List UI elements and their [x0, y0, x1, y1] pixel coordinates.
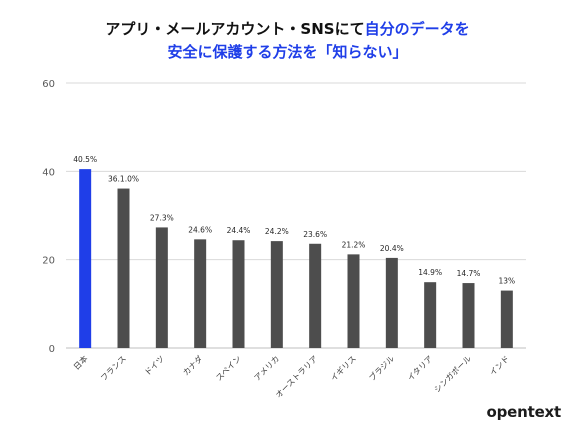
data-label: 14.7%	[457, 269, 481, 278]
x-tick-label: シンガポール	[432, 353, 473, 394]
y-tick-label: 40	[42, 167, 55, 178]
x-tick-label: アメリカ	[253, 354, 282, 383]
data-label: 24.6%	[188, 225, 212, 234]
bar	[117, 188, 130, 348]
x-tick-label: カナダ	[181, 353, 205, 377]
chart-title-line-2: 安全に保護する方法を「知らない」	[167, 43, 408, 61]
bar	[270, 241, 283, 348]
bar	[347, 254, 360, 348]
x-tick-label: インド	[488, 354, 511, 377]
bar	[232, 240, 245, 348]
x-tick-label: イギリス	[329, 354, 358, 383]
x-tick-label: フランス	[99, 354, 128, 383]
x-tick-label: 日本	[71, 353, 89, 371]
chart-title-line-1: アプリ・メールアカウント・SNSにて自分のデータを	[0, 18, 575, 40]
title-text-highlight: 自分のデータを	[364, 20, 470, 38]
data-label: 14.9%	[418, 268, 442, 277]
x-tick-label: ドイツ	[143, 354, 166, 377]
bar	[462, 283, 475, 348]
bar	[194, 239, 207, 348]
data-label: 40.5%	[73, 155, 97, 164]
data-label: 21.2%	[342, 240, 366, 249]
bar	[155, 227, 168, 348]
y-tick-label: 20	[42, 256, 55, 267]
bar	[309, 243, 322, 348]
data-label: 36.1.0%	[108, 175, 139, 184]
data-label: 27.3%	[150, 213, 174, 222]
x-tick-label: スペイン	[214, 354, 243, 383]
x-tick-label: イタリア	[406, 354, 435, 383]
title-text-normal: アプリ・メールアカウント・SNSにて	[105, 20, 365, 38]
data-label: 24.4%	[227, 226, 251, 235]
data-label: 23.6%	[303, 230, 327, 239]
y-tick-label: 60	[42, 79, 55, 90]
opentext-logo: opentext	[486, 403, 562, 421]
bar	[424, 282, 437, 348]
bar	[500, 290, 513, 348]
bar	[385, 257, 398, 348]
y-tick-label: 0	[49, 344, 55, 355]
chart-title: アプリ・メールアカウント・SNSにて自分のデータを 安全に保護する方法を「知らな…	[0, 18, 575, 63]
data-label: 20.4%	[380, 244, 404, 253]
x-tick-label: ブラジル	[367, 353, 397, 383]
data-label: 24.2%	[265, 227, 289, 236]
data-label: 13%	[498, 277, 515, 286]
bar	[79, 169, 92, 348]
